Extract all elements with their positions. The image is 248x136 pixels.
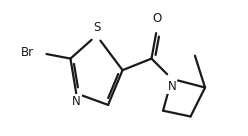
Text: Br: Br <box>20 46 33 59</box>
Text: S: S <box>93 21 100 34</box>
Text: N: N <box>167 80 176 93</box>
Text: N: N <box>72 95 81 108</box>
Text: O: O <box>153 12 162 25</box>
